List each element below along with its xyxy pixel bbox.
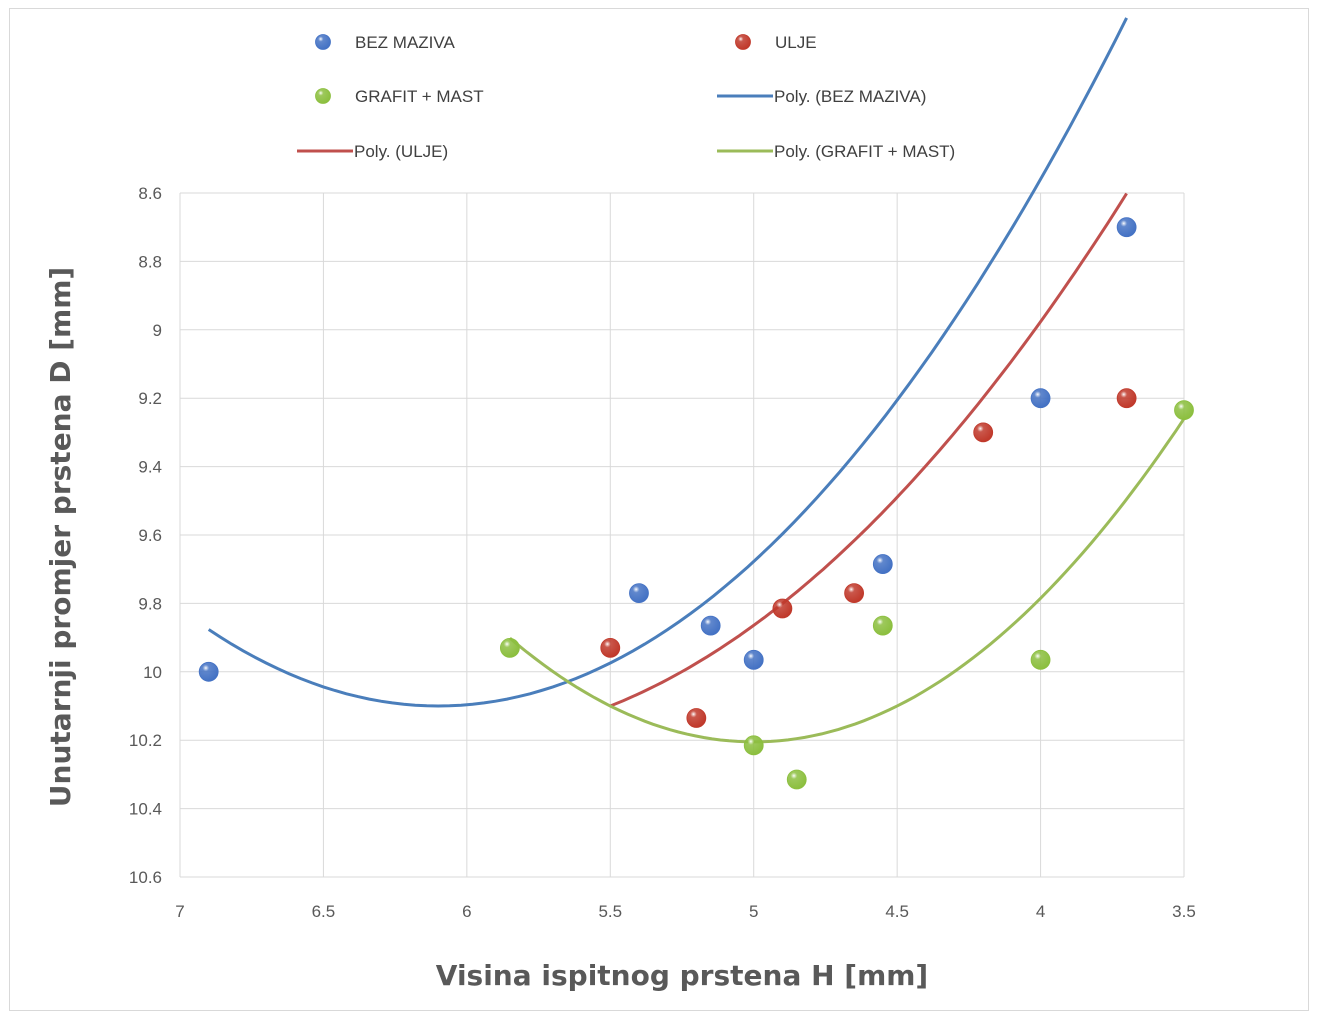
x-tick-label: 7 bbox=[175, 902, 184, 921]
x-axis-title: Visina ispitnog prstena H [mm] bbox=[436, 959, 928, 992]
trendline bbox=[508, 417, 1186, 744]
y-tick-label: 8.6 bbox=[138, 184, 162, 203]
trendline bbox=[207, 17, 1128, 708]
data-point bbox=[629, 583, 649, 604]
y-tick-label: 10.6 bbox=[129, 868, 162, 887]
x-tick-label: 6 bbox=[462, 902, 471, 921]
data-point bbox=[499, 637, 520, 658]
y-tick-label: 9.2 bbox=[138, 389, 162, 408]
y-axis-title: Unutarnji promjer prstena D [mm] bbox=[44, 267, 77, 807]
data-point bbox=[786, 769, 807, 790]
y-tick-label: 9 bbox=[153, 321, 162, 340]
legend-label: Poly. (GRAFIT + MAST) bbox=[774, 142, 955, 161]
legend-marker bbox=[315, 34, 331, 50]
legend-label: GRAFIT + MAST bbox=[355, 87, 484, 106]
grid bbox=[179, 192, 1185, 878]
legend-label: Poly. (BEZ MAZIVA) bbox=[774, 87, 926, 106]
data-point bbox=[973, 422, 994, 443]
x-tick-label: 3.5 bbox=[1172, 902, 1196, 921]
legend-marker bbox=[735, 34, 751, 50]
data-point bbox=[772, 598, 793, 619]
legend-label: BEZ MAZIVA bbox=[355, 33, 455, 52]
legend-label: ULJE bbox=[775, 33, 817, 52]
legend: BEZ MAZIVA ULJE GRAFIT + MAST Poly. (BEZ MA… bbox=[297, 33, 955, 161]
data-point bbox=[743, 735, 764, 756]
data-point bbox=[872, 615, 893, 636]
trendline bbox=[609, 192, 1128, 708]
x-tick-label: 4 bbox=[1036, 902, 1045, 921]
data-point bbox=[1116, 217, 1137, 238]
x-tick-label: 4.5 bbox=[885, 902, 909, 921]
x-tick-label: 6.5 bbox=[312, 902, 336, 921]
x-tick-label: 5 bbox=[749, 902, 758, 921]
data-point bbox=[1116, 388, 1137, 409]
data-point bbox=[844, 583, 865, 604]
y-tick-label: 8.8 bbox=[138, 252, 162, 271]
legend-label: Poly. (ULJE) bbox=[354, 142, 448, 161]
legend-marker bbox=[315, 88, 331, 104]
data-point bbox=[743, 649, 764, 670]
x-tick-label: 5.5 bbox=[598, 902, 622, 921]
data-point bbox=[1030, 388, 1051, 409]
y-tick-label: 9.6 bbox=[138, 526, 162, 545]
data-point bbox=[872, 554, 893, 574]
y-tick-label: 9.4 bbox=[138, 458, 162, 477]
y-tick-labels: 8.6 8.8 9 9.2 9.4 9.6 9.8 10 10.2 10.4 10.6 bbox=[129, 184, 162, 887]
data-point bbox=[198, 661, 219, 682]
data-points bbox=[198, 217, 1194, 790]
data-point bbox=[1030, 649, 1051, 670]
y-tick-label: 9.8 bbox=[138, 594, 162, 613]
y-tick-label: 10.2 bbox=[129, 731, 162, 750]
data-point bbox=[1174, 400, 1194, 421]
trendlines bbox=[207, 17, 1186, 744]
y-tick-label: 10 bbox=[143, 663, 162, 682]
x-tick-labels: 7 6.5 6 5.5 5 4.5 4 3.5 bbox=[175, 902, 1196, 921]
chart-frame bbox=[9, 8, 1309, 1011]
data-point bbox=[700, 615, 721, 636]
data-point bbox=[600, 637, 621, 658]
y-tick-label: 10.4 bbox=[129, 800, 162, 819]
data-point bbox=[686, 708, 707, 728]
